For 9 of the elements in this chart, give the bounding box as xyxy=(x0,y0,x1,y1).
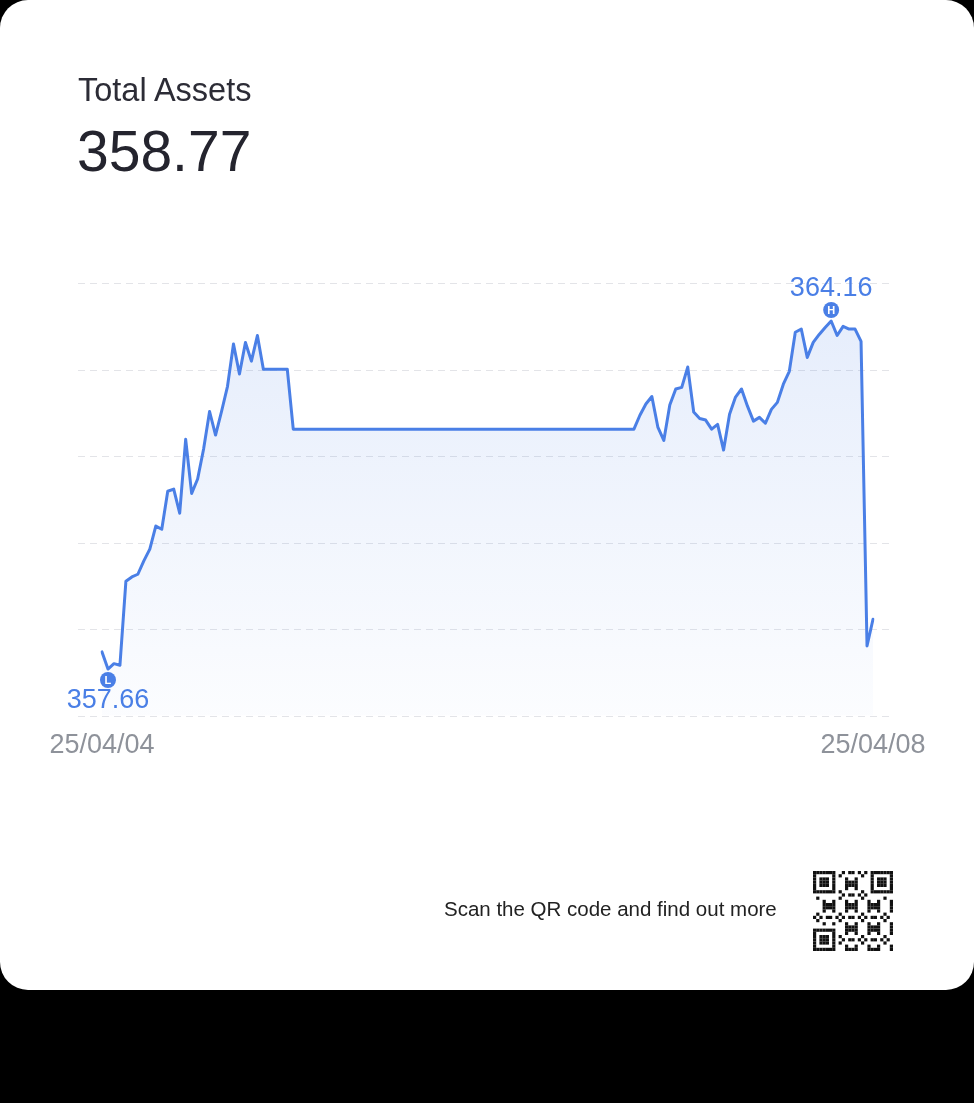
chart-title: Total Assets xyxy=(78,72,252,108)
data-label: 357.66 xyxy=(66,684,150,715)
text: Scan the QR code and find out more xyxy=(444,897,777,920)
chart-subtitle: 358.77 xyxy=(77,119,252,183)
annotation: H xyxy=(827,303,836,316)
annotation: L xyxy=(104,673,112,686)
x-tick-label: 25/04/04 xyxy=(49,729,155,760)
data-label: 364.16 xyxy=(789,272,873,303)
x-tick-label: 25/04/08 xyxy=(820,729,926,760)
